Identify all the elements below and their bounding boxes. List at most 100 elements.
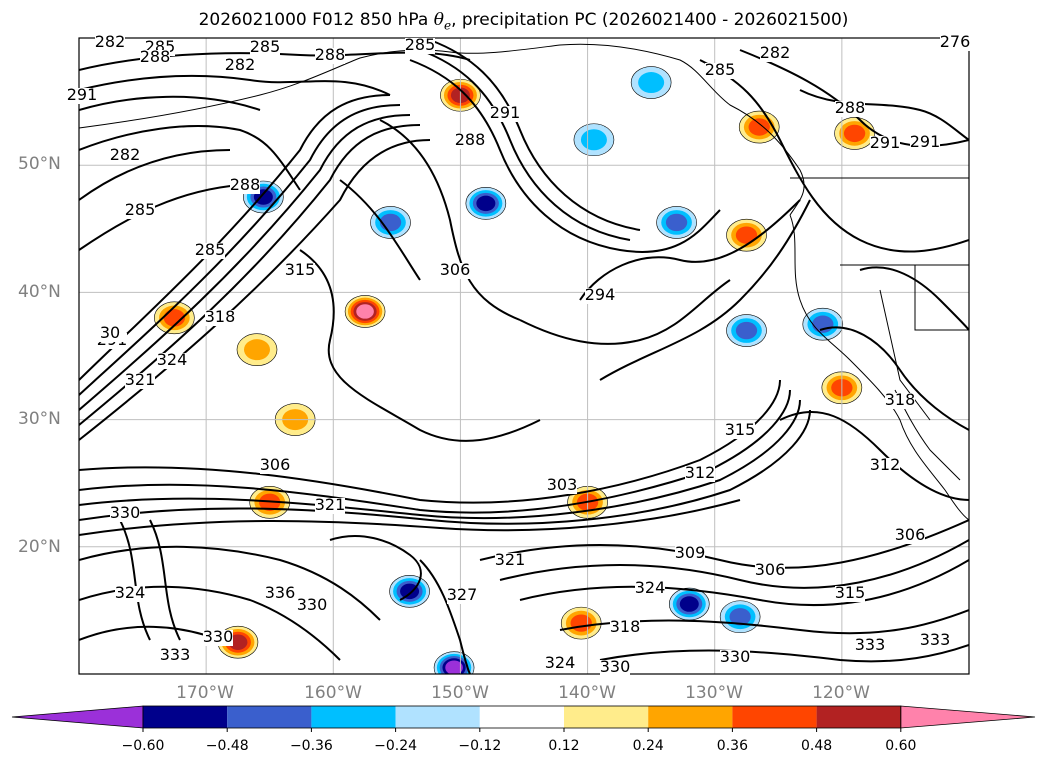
contour-label: 30 xyxy=(100,323,120,342)
contour-label: 306 xyxy=(440,260,471,279)
colorbar-tick-label: 0.60 xyxy=(885,738,917,754)
contour-label: 330 xyxy=(720,647,751,666)
contour-label: 324 xyxy=(157,350,188,369)
colorbar xyxy=(11,705,1036,732)
colorbar-segment xyxy=(816,706,901,728)
precip-shade xyxy=(812,315,834,333)
contour-line xyxy=(419,49,631,241)
contour-label-bg xyxy=(490,106,520,122)
colorbar-tick-label: 0.48 xyxy=(801,738,833,754)
contour-line xyxy=(599,199,811,381)
contour-label-bg xyxy=(265,586,295,602)
lon-label-140w: 140°W xyxy=(558,683,616,703)
contour-label: 285 xyxy=(195,240,226,259)
contour-line xyxy=(79,94,391,381)
contour-label: 324 xyxy=(635,578,666,597)
lon-label-170w: 170°W xyxy=(176,683,234,703)
contour-line xyxy=(409,59,721,253)
contour-label-bg xyxy=(895,528,925,544)
colorbar-segment xyxy=(395,706,480,728)
contour-label: 321 xyxy=(495,550,526,569)
contour-label-bg xyxy=(705,63,735,79)
lon-label-150w: 150°W xyxy=(431,683,489,703)
contour-label-bg xyxy=(297,598,327,614)
contour-label: 330 xyxy=(203,627,234,646)
contour-label: 288 xyxy=(140,47,171,66)
map-title: 2026021000 F012 850 hPa θe, precipitatio… xyxy=(0,10,1047,32)
lat-label-40n: 40°N xyxy=(18,282,61,302)
contour-line xyxy=(79,545,381,621)
contour-label: 336 xyxy=(265,583,296,602)
contour-label-bg xyxy=(610,620,640,636)
contour-label-bg xyxy=(95,35,125,51)
contour-label-bg xyxy=(315,498,345,514)
colorbar-tick-label: −0.48 xyxy=(205,738,249,754)
contour-label: 306 xyxy=(260,455,291,474)
contour-label-bg xyxy=(725,423,755,439)
title-suffix: , precipitation PC (2026021400 - 2026021… xyxy=(451,10,849,30)
contour-line xyxy=(79,149,231,201)
precip-shade xyxy=(735,321,758,340)
contour-label: 324 xyxy=(115,583,146,602)
contour-label: 306 xyxy=(895,525,926,544)
contour-label-bg xyxy=(285,263,315,279)
precip-shade xyxy=(735,226,758,244)
contour-label: 318 xyxy=(610,617,641,636)
contour-label-bg xyxy=(685,466,715,482)
contour-label-bg xyxy=(600,660,630,676)
contour-label-bg xyxy=(250,40,280,56)
precip-shade xyxy=(843,124,866,143)
contour-label-bg xyxy=(125,203,155,219)
contour-line xyxy=(79,95,261,111)
precip-shade xyxy=(228,634,248,650)
contour-line xyxy=(79,399,801,520)
contour-label: 333 xyxy=(160,645,191,664)
precip-shade xyxy=(748,118,770,136)
contour-label-bg xyxy=(405,38,435,54)
contour-line xyxy=(819,326,969,431)
contour-label-bg xyxy=(157,353,187,369)
contour-label-bg xyxy=(225,58,255,74)
contour-label: 288 xyxy=(230,175,261,194)
contour-label: 294 xyxy=(585,285,616,304)
contour-label-bg xyxy=(940,35,970,51)
contour-label: 291 xyxy=(67,85,98,104)
contour-label-bg xyxy=(675,546,705,562)
contour-line xyxy=(859,266,969,331)
contour-label-bg xyxy=(110,506,140,522)
contour-label: 333 xyxy=(920,630,951,649)
colorbar-tick-label: 0.24 xyxy=(632,738,664,754)
colorbar-tick-label: 0.36 xyxy=(716,738,748,754)
precip-shade xyxy=(580,129,607,151)
contour-label-bg xyxy=(635,581,665,597)
contour-label-bg xyxy=(720,650,750,666)
contour-label: 333 xyxy=(855,635,886,654)
contour-label: 288 xyxy=(315,45,346,64)
lon-label-160w: 160°W xyxy=(304,683,362,703)
lat-label-20n: 20°N xyxy=(18,537,61,557)
contour-label: 291 xyxy=(870,133,901,152)
colorbar-tick-label: −0.24 xyxy=(374,738,418,754)
contour-line xyxy=(379,119,521,321)
coastlines xyxy=(79,43,969,521)
contour-line xyxy=(79,409,811,525)
contour-label: 306 xyxy=(755,560,786,579)
precip-shade xyxy=(679,596,699,612)
precip-shade xyxy=(400,583,420,600)
contour-line xyxy=(799,89,969,141)
contour-label-bg xyxy=(835,586,865,602)
contour-label-bg xyxy=(230,178,260,194)
contour-label: 309 xyxy=(675,543,706,562)
contour-label-bg xyxy=(835,101,865,117)
contour-label-bg xyxy=(160,648,190,664)
contour-label-bg xyxy=(110,148,140,164)
colorbar-segment xyxy=(732,706,817,728)
precip-shade xyxy=(476,195,496,212)
precip-shade xyxy=(244,339,270,361)
contour-line xyxy=(79,114,411,411)
contour-label-bg xyxy=(195,243,225,259)
contour-label-bg xyxy=(95,326,125,342)
theta-e-contours xyxy=(79,39,969,674)
